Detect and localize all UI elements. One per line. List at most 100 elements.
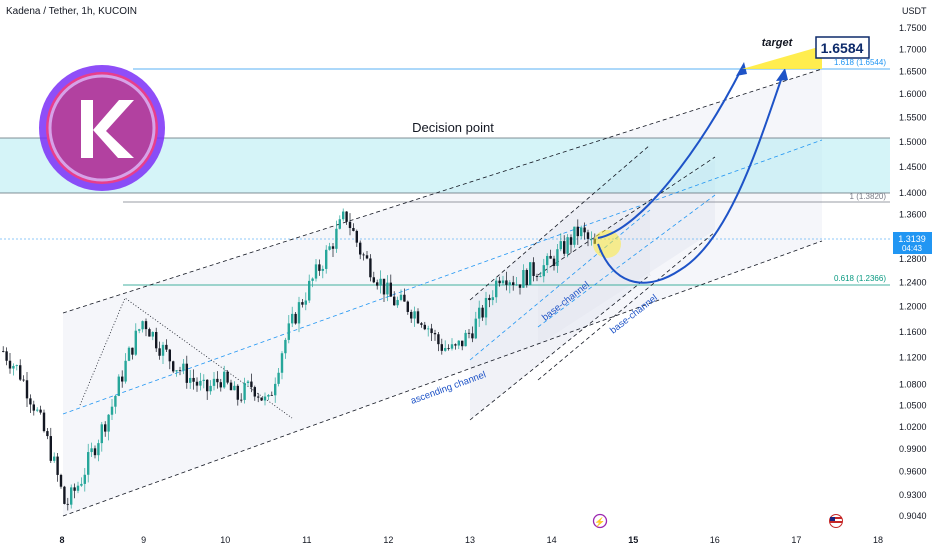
candle-body[interactable] <box>556 249 559 266</box>
candle-body[interactable] <box>335 228 338 249</box>
candle-body[interactable] <box>212 378 216 386</box>
candle-body[interactable] <box>308 280 311 301</box>
candle-body[interactable] <box>515 284 518 286</box>
candle-body[interactable] <box>586 232 590 239</box>
candle-body[interactable] <box>274 383 277 396</box>
candle-body[interactable] <box>467 332 471 334</box>
candle-body[interactable] <box>36 409 39 411</box>
candle-body[interactable] <box>549 255 552 259</box>
candle-body[interactable] <box>474 318 477 339</box>
candle-body[interactable] <box>29 398 32 405</box>
candle-body[interactable] <box>376 282 379 286</box>
candle-body[interactable] <box>314 264 318 279</box>
candle-body[interactable] <box>495 280 498 298</box>
candle-body[interactable] <box>416 311 420 324</box>
candle-body[interactable] <box>104 424 107 432</box>
candle-body[interactable] <box>8 360 12 369</box>
candle-body[interactable] <box>287 323 290 340</box>
candle-body[interactable] <box>56 456 59 475</box>
candle-body[interactable] <box>440 344 443 351</box>
candle-body[interactable] <box>301 302 304 305</box>
candle-body[interactable] <box>114 395 117 407</box>
candle-body[interactable] <box>243 382 246 400</box>
candle-body[interactable] <box>209 385 212 392</box>
candle-body[interactable] <box>219 382 222 388</box>
candle-body[interactable] <box>382 278 386 295</box>
current-price-highlight[interactable] <box>593 230 621 258</box>
candle-body[interactable] <box>59 474 63 487</box>
candle-body[interactable] <box>464 332 467 347</box>
candle-body[interactable] <box>379 278 382 286</box>
candle-body[interactable] <box>168 349 171 362</box>
candle-body[interactable] <box>331 246 335 249</box>
candle-body[interactable] <box>66 503 69 505</box>
candle-body[interactable] <box>2 351 5 352</box>
candle-body[interactable] <box>559 241 562 250</box>
candle-body[interactable] <box>563 241 566 254</box>
candle-body[interactable] <box>399 294 403 300</box>
candle-body[interactable] <box>566 237 569 254</box>
candle-body[interactable] <box>546 255 549 266</box>
lightning-event-icon[interactable]: ⚡ <box>592 513 608 529</box>
candle-body[interactable] <box>525 270 528 286</box>
candle-body[interactable] <box>134 330 137 355</box>
candle-body[interactable] <box>372 277 375 283</box>
candle-body[interactable] <box>318 264 321 271</box>
candle-body[interactable] <box>270 394 273 396</box>
candle-body[interactable] <box>420 323 423 325</box>
candle-body[interactable] <box>250 381 253 388</box>
candle-body[interactable] <box>195 381 199 386</box>
candle-body[interactable] <box>512 282 515 286</box>
candle-body[interactable] <box>236 385 239 400</box>
candle-body[interactable] <box>423 324 426 330</box>
candle-body[interactable] <box>342 211 345 220</box>
candle-body[interactable] <box>450 344 454 349</box>
candle-body[interactable] <box>505 280 508 285</box>
candle-body[interactable] <box>182 363 185 371</box>
candle-body[interactable] <box>508 282 511 285</box>
candle-body[interactable] <box>178 370 182 372</box>
candle-body[interactable] <box>246 381 250 383</box>
projection-path-2[interactable] <box>597 73 784 284</box>
inner-channel-lines[interactable] <box>469 144 651 421</box>
candle-body[interactable] <box>223 371 226 388</box>
candle-body[interactable] <box>355 230 358 243</box>
candle-body[interactable] <box>175 370 178 372</box>
candle-body[interactable] <box>454 344 457 346</box>
candle-body[interactable] <box>311 278 314 281</box>
candle-body[interactable] <box>590 238 593 240</box>
price-axis[interactable]: 1.7500 1.7000 1.6500 1.6000 1.5500 1.5000 1.45… <box>899 23 927 521</box>
candle-body[interactable] <box>73 487 76 491</box>
candle-body[interactable] <box>32 404 35 411</box>
candle-body[interactable] <box>240 399 243 401</box>
candle-body[interactable] <box>76 485 80 491</box>
candle-body[interactable] <box>569 237 573 245</box>
candle-body[interactable] <box>22 379 25 381</box>
candle-body[interactable] <box>39 409 42 413</box>
candle-body[interactable] <box>583 227 586 233</box>
candle-body[interactable] <box>144 321 148 330</box>
candle-body[interactable] <box>542 265 545 277</box>
candlestick-series[interactable] <box>2 208 596 511</box>
candle-body[interactable] <box>430 328 433 334</box>
candle-body[interactable] <box>148 329 151 337</box>
candle-body[interactable] <box>42 412 46 432</box>
candle-body[interactable] <box>461 340 464 347</box>
candle-body[interactable] <box>501 280 505 284</box>
candle-body[interactable] <box>107 414 110 432</box>
candle-body[interactable] <box>138 329 141 331</box>
candle-body[interactable] <box>280 353 284 373</box>
target-zone[interactable] <box>742 46 822 69</box>
candle-body[interactable] <box>297 302 301 324</box>
candle-body[interactable] <box>522 270 525 288</box>
candle-body[interactable] <box>253 387 256 397</box>
candle-body[interactable] <box>352 228 355 231</box>
candle-body[interactable] <box>155 332 158 349</box>
candle-body[interactable] <box>393 296 396 306</box>
candle-body[interactable] <box>141 321 144 330</box>
candle-body[interactable] <box>321 268 324 271</box>
candle-body[interactable] <box>396 299 399 306</box>
candle-body[interactable] <box>433 333 437 335</box>
candle-body[interactable] <box>87 452 90 475</box>
candle-body[interactable] <box>576 226 579 237</box>
